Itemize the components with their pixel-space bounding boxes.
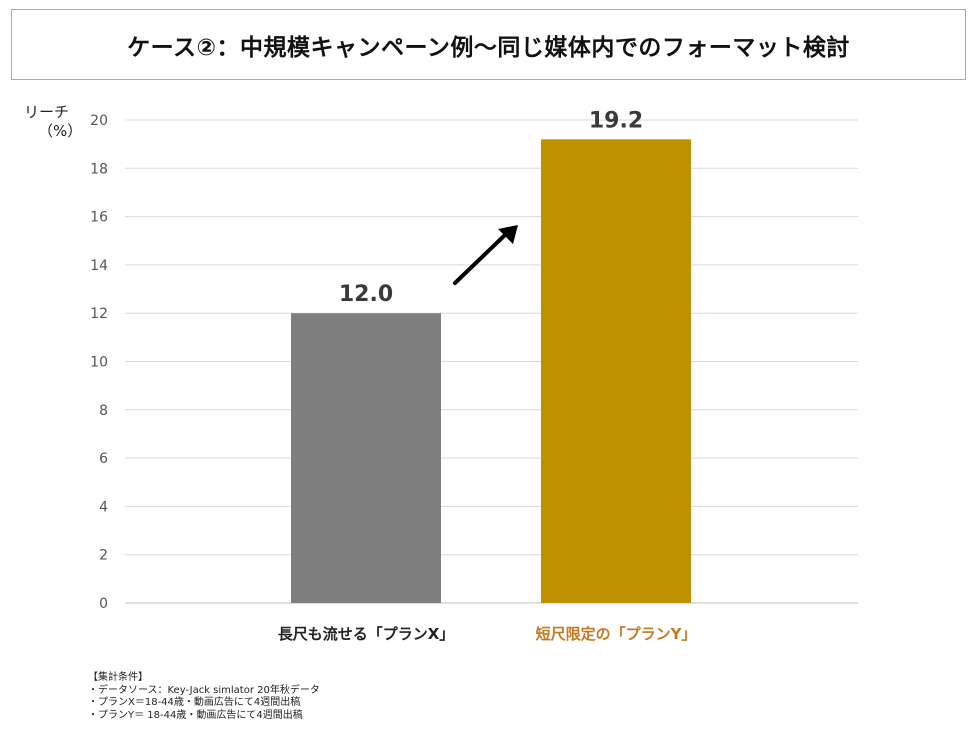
arrow-up-right-icon	[453, 233, 507, 285]
value-labels: 12.0 19.2	[339, 108, 643, 307]
y-axis-label-line2: （%）	[38, 122, 83, 140]
y-tick-label: 6	[99, 451, 108, 467]
title-box: ケース②：中規模キャンペーン例～同じ媒体内でのフォーマット検討	[11, 9, 966, 80]
arrow-head-icon	[498, 225, 518, 244]
y-axis-label: リーチ （%）	[24, 103, 82, 141]
category-label-plan-y: 短尺限定の「プランY」	[535, 625, 697, 643]
y-tick-label: 0	[99, 596, 108, 612]
bars	[291, 139, 691, 603]
notes-line-3: ・プランY＝ 18-44歳・動画広告にて4週間出稿	[88, 709, 303, 721]
page-title: ケース②：中規模キャンペーン例～同じ媒体内でのフォーマット検討	[127, 34, 850, 61]
y-tick-label: 20	[90, 113, 108, 129]
y-tick-label: 8	[99, 403, 108, 419]
y-tick-label: 18	[90, 161, 108, 177]
y-tick-label: 12	[90, 306, 108, 322]
annotations	[453, 225, 518, 285]
bar	[291, 313, 441, 603]
notes-heading: 【集計条件】	[88, 672, 148, 683]
value-label: 19.2	[589, 108, 643, 133]
notes: 【集計条件】 ・データソース：Key-Jack simlator 20年秋データ…	[88, 672, 320, 722]
y-tick-label: 16	[90, 210, 108, 226]
y-tick-label: 10	[90, 355, 108, 371]
notes-line-2: ・プランX＝18-44歳・動画広告にて4週間出稿	[88, 697, 301, 708]
y-tick-label: 2	[99, 548, 108, 564]
category-label-plan-x: 長尺も流せる「プランX」	[277, 625, 455, 643]
y-tick-labels: 0 2 4 6 8 10 12 14 16 18 20	[90, 113, 108, 612]
bar	[541, 139, 691, 603]
gridlines	[125, 119, 858, 604]
y-tick-label: 4	[99, 499, 108, 515]
value-label: 12.0	[339, 282, 393, 307]
y-tick-label: 14	[90, 258, 108, 274]
y-axis-label-line1: リーチ	[24, 103, 70, 121]
notes-line-1: ・データソース：Key-Jack simlator 20年秋データ	[88, 684, 320, 696]
